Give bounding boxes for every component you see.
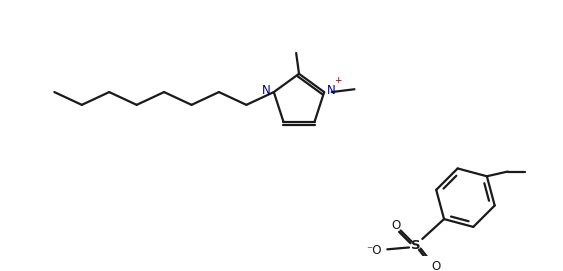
Text: S: S [411,239,421,252]
Text: N: N [327,84,336,97]
Text: O: O [391,219,400,232]
Text: N: N [262,84,271,97]
Text: ⁻O: ⁻O [367,244,382,257]
Text: O: O [431,260,440,271]
Text: +: + [334,76,341,85]
